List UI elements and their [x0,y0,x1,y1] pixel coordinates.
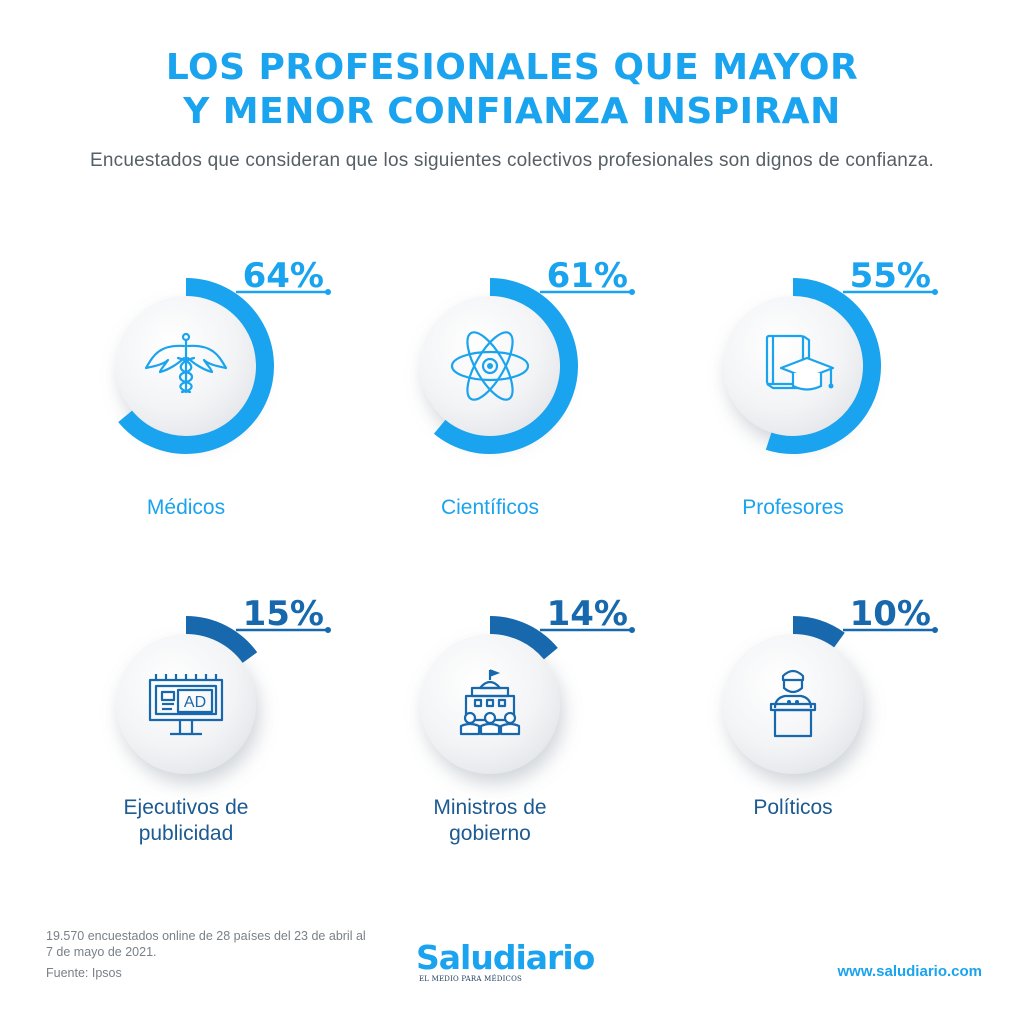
value-arc [792,616,845,648]
value-arc [185,616,258,664]
logo-tagline: EL MEDIO PARA MÉDICOS [419,975,523,983]
value-arc [765,278,881,454]
category-label: Políticos [753,796,832,819]
value-label: 61% [547,256,628,296]
value-leader-dot [325,289,331,295]
category-label: publicidad [139,822,234,845]
logo-name: Saludiario [416,938,595,977]
title-line-1: LOS PROFESIONALES QUE MAYOR [165,47,859,88]
government-building-icon [459,669,521,736]
caduceus-icon [144,332,228,394]
survey-note: 19.570 encuestados online de 28 países d… [46,929,366,959]
category-label: Ejecutivos de [124,796,249,819]
saludiario-logo[interactable]: Saludiario EL MEDIO PARA MÉDICOS [416,938,616,984]
value-label: 55% [850,256,931,296]
category-label: Científicos [441,496,539,519]
category-label: Médicos [147,496,225,519]
chart-disc [116,634,256,774]
title-line-2: Y MENOR CONFIANZA INSPIRAN [183,91,841,132]
category-label: Ministros de [433,796,546,819]
chart-item: 14% Ministros de gobierno [420,594,635,845]
value-label: 15% [243,594,324,634]
page-title: LOS PROFESIONALES QUE MAYOR Y MENOR CONF… [0,46,1024,134]
svg-text:AD: AD [184,694,206,711]
website-link[interactable]: www.saludiario.com [837,963,982,980]
category-label: Profesores [742,496,844,519]
value-arc [489,616,558,660]
value-leader-dot [932,289,938,295]
chart-item: 55% Profesores [723,256,938,519]
category-label: gobierno [449,822,531,845]
value-leader-dot [325,627,331,633]
value-label: 64% [243,256,324,296]
billboard-ad-icon: AD [148,674,224,736]
chart-item: 64% Médicos [116,256,331,519]
books-graduation-cap-icon [765,334,835,391]
value-label: 14% [547,594,628,634]
chart-item: 61% Científicos [420,256,635,519]
value-arc [433,278,578,454]
chart-disc [420,634,560,774]
subtitle: Encuestados que consideran que los sigui… [90,150,934,171]
chart-item: AD 15% Ejecutivos de publicidad [116,594,331,845]
value-arc [118,278,274,454]
value-leader-dot [932,627,938,633]
source-note: Fuente: Ipsos [46,966,122,980]
value-label: 10% [850,594,931,634]
chart-item: 10% Políticos [723,594,938,819]
value-leader-dot [629,289,635,295]
politician-podium-icon [769,669,817,738]
value-leader-dot [629,627,635,633]
